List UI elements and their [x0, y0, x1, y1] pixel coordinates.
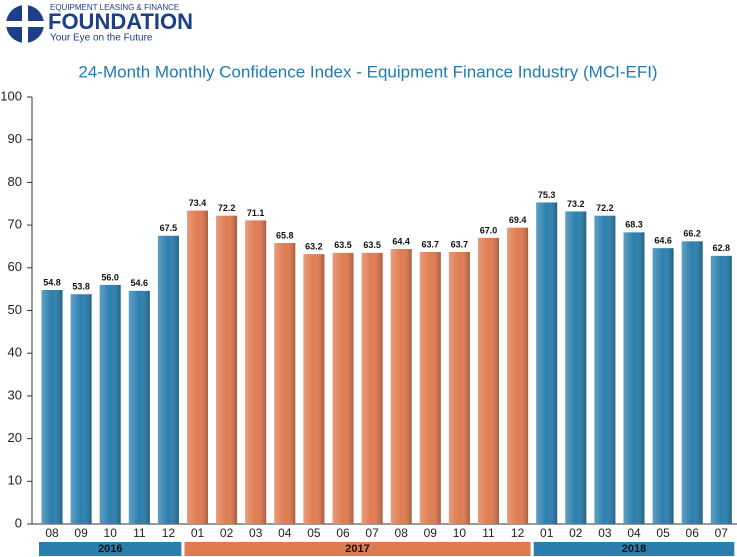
x-tick-label: 09: [424, 526, 438, 540]
value-label: 56.0: [101, 272, 119, 282]
x-tick-label: 05: [307, 526, 321, 540]
bar-shade: [70, 294, 92, 524]
bar-shade: [565, 211, 587, 524]
bar-shade: [507, 227, 529, 525]
value-label: 71.1: [247, 208, 265, 218]
value-label: 53.8: [72, 282, 90, 292]
value-label: 73.4: [189, 198, 207, 208]
bar-shade: [681, 241, 703, 525]
logo-tagline: EQUIPMENT LEASING & FINANCE: [50, 3, 179, 12]
x-tick-label: 12: [511, 526, 525, 540]
bar-shade: [536, 202, 558, 524]
value-label: 65.8: [276, 230, 294, 240]
chart-title: 24-Month Monthly Confidence Index - Equi…: [78, 62, 657, 81]
year-band: [533, 542, 735, 556]
y-tick-label: 80: [8, 174, 22, 189]
value-label: 75.3: [538, 190, 556, 200]
x-tick-label: 10: [104, 526, 118, 540]
x-tick-label: 04: [278, 526, 292, 540]
bar-shade: [99, 284, 121, 524]
bar-shade: [274, 243, 296, 524]
y-tick-label: 50: [8, 302, 22, 317]
value-label: 66.2: [683, 229, 701, 239]
x-tick-label: 12: [162, 526, 176, 540]
value-label: 62.8: [713, 243, 731, 253]
year-label: 2017: [345, 543, 369, 555]
y-tick-label: 40: [8, 345, 22, 360]
x-tick-label: 01: [540, 526, 554, 540]
x-tick-label: 02: [220, 526, 234, 540]
bar-shade: [478, 237, 499, 524]
x-tick-label: 05: [656, 526, 670, 540]
y-tick-label: 0: [15, 515, 22, 530]
value-label: 54.8: [43, 277, 61, 287]
value-label: 63.7: [451, 239, 469, 249]
x-tick-label: 02: [569, 526, 583, 540]
year-label: 2016: [98, 543, 122, 555]
x-tick-label: 07: [365, 526, 379, 540]
logo-slogan: Your Eye on the Future: [50, 33, 153, 44]
x-tick-label: 04: [627, 526, 641, 540]
value-label: 72.2: [218, 203, 236, 213]
bar-shade: [187, 210, 208, 524]
x-tick-label: 06: [686, 526, 700, 540]
logo: EQUIPMENT LEASING & FINANCE FOUNDATION Y…: [6, 3, 193, 44]
bar-shade: [216, 215, 238, 524]
x-tick-label: 03: [598, 526, 612, 540]
bar-shade: [41, 290, 63, 524]
bar-shade: [448, 252, 470, 524]
y-tick-label: 90: [8, 131, 22, 146]
value-label: 63.2: [305, 242, 323, 252]
y-tick-label: 10: [8, 473, 22, 488]
y-tick-label: 100: [0, 88, 22, 103]
bar-shade: [710, 255, 732, 524]
bar-shade: [390, 249, 412, 524]
value-label: 72.2: [596, 203, 614, 213]
value-label: 67.5: [160, 223, 178, 233]
x-tick-label: 03: [249, 526, 263, 540]
bar-shade: [303, 254, 325, 525]
y-tick-label: 70: [8, 217, 22, 232]
year-label: 2018: [622, 543, 646, 555]
value-label: 64.6: [654, 236, 672, 246]
bar-shade: [594, 215, 616, 524]
x-tick-label: 01: [191, 526, 205, 540]
bar-shade: [361, 252, 383, 525]
value-label: 64.4: [392, 236, 410, 246]
bar-shade: [332, 252, 354, 525]
x-tick-label: 08: [45, 526, 59, 540]
x-tick-label: 06: [336, 526, 350, 540]
x-tick-label: 07: [715, 526, 729, 540]
x-tick-label: 11: [482, 526, 495, 540]
value-label: 67.0: [480, 225, 498, 235]
bar-shade: [652, 248, 674, 524]
x-tick-label: 11: [133, 526, 146, 540]
year-band: [39, 542, 182, 556]
year-band: [184, 542, 531, 556]
x-tick-label: 10: [453, 526, 467, 540]
value-label: 63.5: [334, 240, 352, 250]
value-label: 73.2: [567, 199, 585, 209]
x-tick-label: 08: [395, 526, 409, 540]
y-tick-label: 60: [8, 259, 22, 274]
bar-shade: [128, 290, 150, 524]
y-tick-label: 30: [8, 387, 22, 402]
bar-shade: [157, 235, 179, 524]
bar-shade: [245, 220, 267, 524]
value-label: 63.5: [363, 240, 381, 250]
y-tick-label: 20: [8, 430, 22, 445]
bar-shade: [623, 232, 645, 524]
logo-icon: [6, 21, 44, 27]
value-label: 69.4: [509, 215, 527, 225]
x-tick-label: 09: [74, 526, 88, 540]
value-label: 54.6: [131, 278, 149, 288]
logo-name: FOUNDATION: [48, 9, 193, 34]
value-label: 68.3: [625, 220, 643, 230]
value-label: 63.7: [422, 239, 440, 249]
bar-shade: [419, 252, 441, 524]
